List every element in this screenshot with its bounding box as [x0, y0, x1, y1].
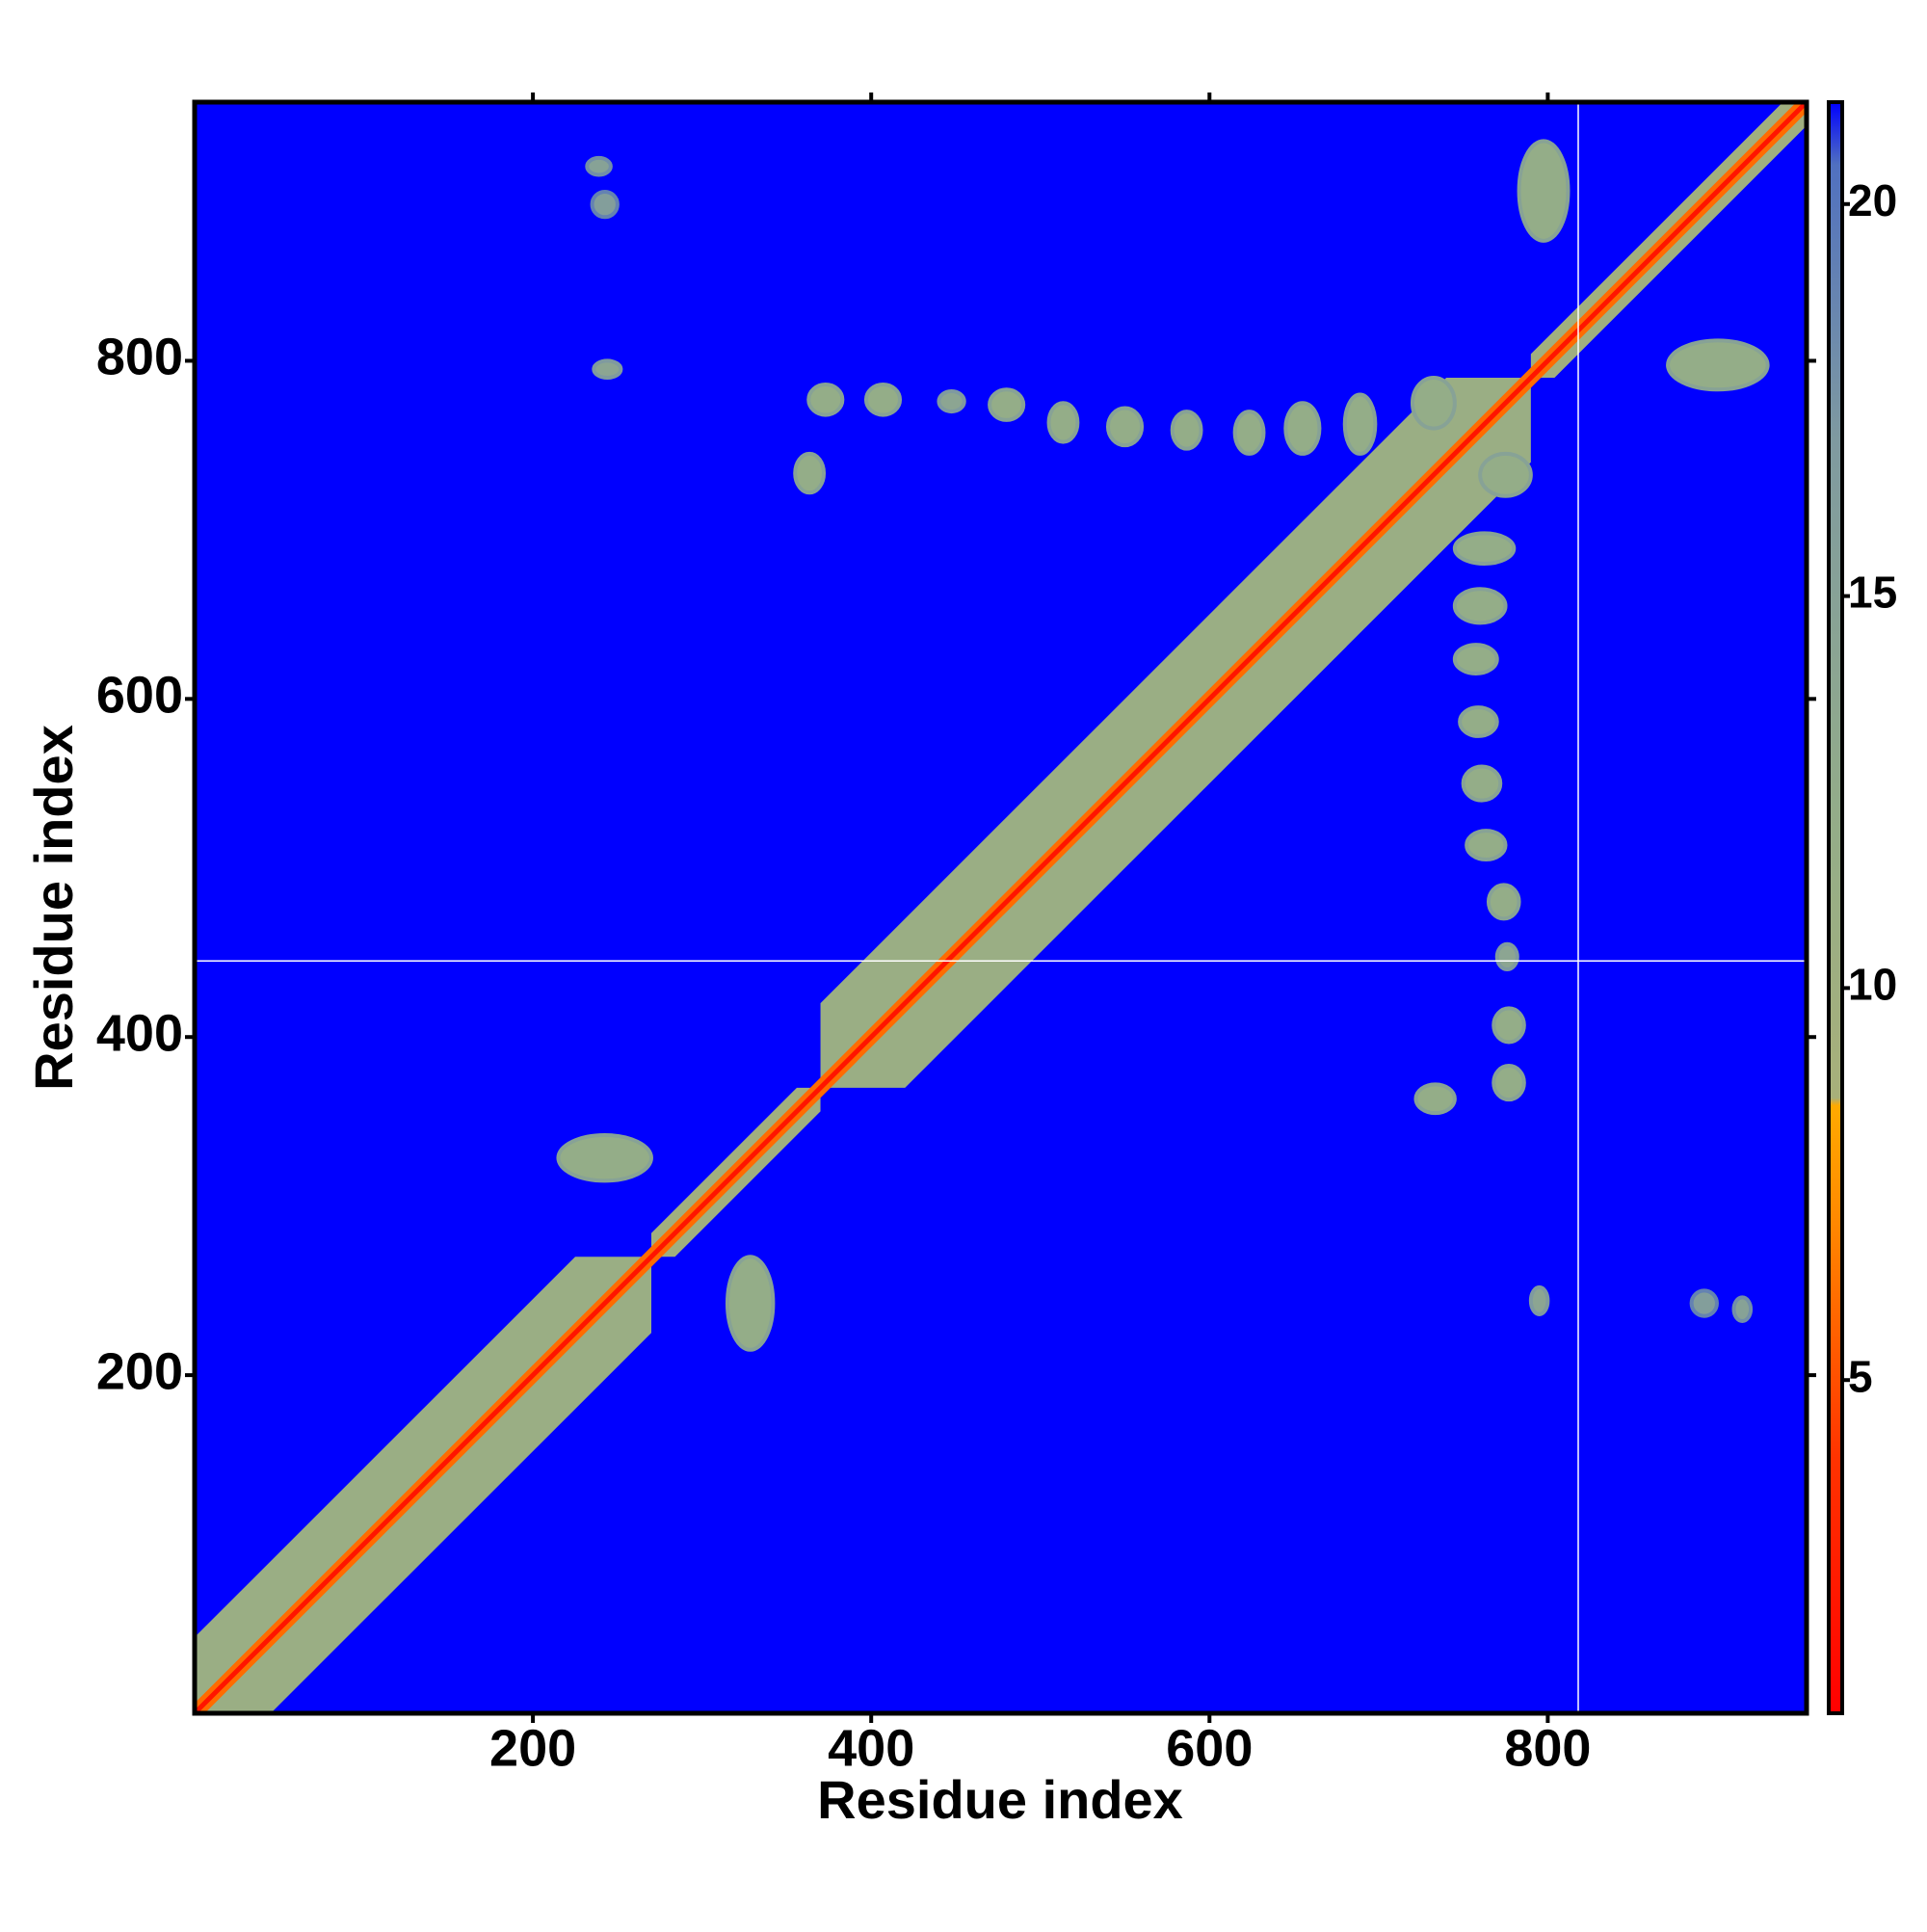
x-tick-label: 400 [828, 1719, 914, 1777]
contact-region [1494, 941, 1519, 972]
contact-region [556, 1132, 653, 1183]
x-tick-label: 800 [1504, 1719, 1591, 1777]
colorbar-tick-label: 10 [1848, 960, 1897, 1010]
x-axis-title: Residue index [817, 1769, 1183, 1830]
contact-region [988, 387, 1026, 422]
colorbar [1827, 100, 1844, 1715]
contact-region [1528, 1284, 1550, 1316]
contact-region [1452, 587, 1508, 625]
diagonal-band [196, 102, 1807, 1712]
contact-region [1458, 705, 1499, 738]
contact-region [592, 358, 623, 380]
contact-region [1486, 883, 1521, 921]
contact-region [585, 155, 613, 177]
contact-region [1105, 406, 1145, 448]
contact-region [725, 1255, 776, 1352]
contact-region [863, 382, 903, 417]
y-tick-label: 200 [96, 1342, 183, 1400]
contact-region [590, 189, 620, 220]
contact-region [1491, 1064, 1526, 1102]
plot-area [195, 102, 1807, 1713]
y-axis-title: Residue index [23, 725, 84, 1091]
contact-region [1232, 410, 1266, 456]
y-tick-label: 800 [96, 329, 183, 386]
contact-region [1046, 401, 1080, 444]
contact-region [1517, 139, 1571, 243]
contact-region [1283, 401, 1322, 456]
contact-region [1465, 829, 1508, 861]
contact-region [1410, 375, 1457, 431]
x-tick-label: 200 [489, 1719, 576, 1777]
contact-region [793, 451, 827, 495]
contact-region [1413, 1082, 1457, 1116]
contact-region [1452, 531, 1517, 566]
contact-region [1452, 643, 1499, 676]
contact-region [1689, 1288, 1719, 1318]
contact-region [1666, 338, 1770, 392]
y-tick-label: 600 [96, 667, 183, 725]
x-tick-label: 600 [1166, 1719, 1253, 1777]
contact-region [937, 389, 966, 414]
colorbar-tick-label: 5 [1848, 1351, 1873, 1401]
plot-frame [192, 99, 1809, 1716]
contact-region [1170, 410, 1203, 451]
colorbar-tick-label: 20 [1848, 175, 1897, 225]
contact-region [1478, 451, 1533, 498]
y-tick-label: 400 [96, 1004, 183, 1062]
contact-region [1461, 764, 1503, 803]
contact-region [1342, 392, 1378, 456]
contact-region [1491, 1006, 1526, 1045]
contact-region [1731, 1295, 1754, 1323]
colorbar-tick-label: 15 [1848, 568, 1897, 618]
contact-region [806, 382, 845, 417]
